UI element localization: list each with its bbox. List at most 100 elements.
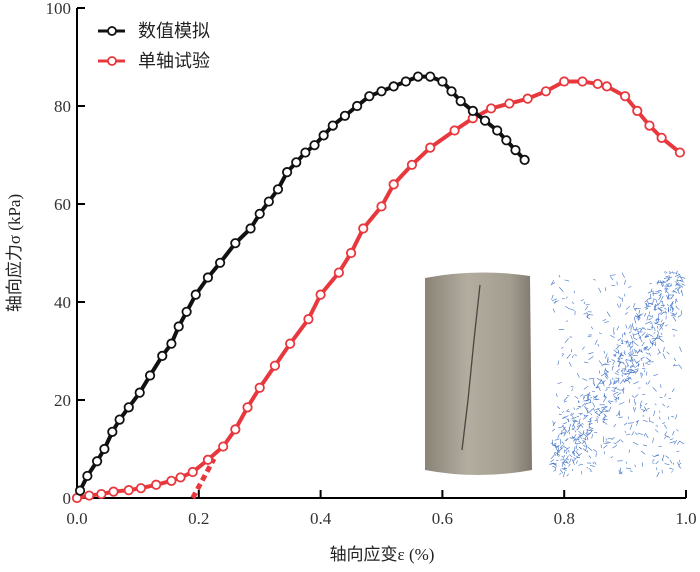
data-point — [318, 130, 329, 141]
fracture-segment — [597, 343, 599, 347]
fracture-segment — [665, 275, 671, 277]
fracture-segment — [564, 438, 569, 441]
fracture-segment — [571, 417, 577, 420]
fracture-segment — [613, 379, 616, 385]
fracture-segment — [588, 352, 594, 355]
fracture-segment — [607, 356, 609, 362]
data-point — [96, 488, 107, 500]
fracture-segment — [607, 360, 611, 363]
fracture-segment — [645, 357, 651, 362]
fracture-segment — [641, 408, 646, 412]
fracture-segment — [596, 417, 598, 423]
data-point — [619, 91, 631, 102]
fracture-segment — [659, 290, 662, 292]
y-tick-label: 60 — [54, 195, 71, 214]
fracture-segment — [620, 440, 624, 443]
data-point — [300, 147, 311, 158]
fracture-segment — [605, 388, 608, 392]
data-point — [345, 247, 357, 259]
fracture-segment — [635, 363, 640, 367]
fracture-segment — [628, 352, 630, 355]
fracture-segment — [566, 418, 570, 422]
fracture-segment — [600, 378, 605, 385]
fracture-segment — [585, 408, 589, 413]
fracture-segment — [558, 274, 561, 278]
fracture-segment — [617, 296, 622, 300]
fracture-segment — [564, 338, 569, 343]
fracture-segment — [590, 396, 593, 399]
data-point — [181, 306, 192, 317]
fracture-segment — [664, 431, 668, 436]
fracture-segment — [573, 407, 576, 410]
fracture-segment — [641, 372, 643, 376]
fracture-segment — [634, 314, 637, 318]
fracture-segment — [589, 427, 594, 430]
fracture-segment — [562, 422, 567, 425]
fracture-segment — [565, 455, 569, 460]
fracture-segment — [638, 315, 640, 321]
data-point — [175, 472, 186, 483]
legend-marker-test — [107, 56, 117, 66]
fracture-segment — [575, 460, 578, 464]
fracture-segment — [615, 379, 619, 384]
legend-marker-simulation — [107, 26, 117, 36]
fracture-segment — [680, 310, 683, 315]
fracture-segment — [629, 365, 635, 369]
fracture-segment — [584, 435, 588, 438]
fracture-segment — [642, 409, 646, 413]
fracture-segment — [575, 444, 578, 450]
fracture-segment — [632, 303, 636, 308]
fracture-pattern-image — [549, 270, 686, 478]
fracture-segment — [664, 463, 670, 466]
fracture-segment — [644, 300, 648, 303]
fracture-segment — [588, 422, 593, 426]
x-tick-label: 0.2 — [188, 509, 209, 528]
fracture-segment — [666, 284, 670, 288]
fracture-segment — [645, 403, 648, 405]
fracture-segment — [646, 305, 651, 308]
fracture-segment — [552, 420, 554, 425]
fracture-segment — [662, 454, 665, 461]
fracture-segment — [652, 298, 657, 300]
fracture-segment — [617, 357, 621, 361]
fracture-segment — [662, 422, 666, 425]
fracture-segment — [616, 439, 621, 443]
fracture-segment — [658, 416, 661, 420]
fracture-segment — [607, 400, 612, 405]
fracture-segment — [669, 441, 675, 444]
fracture-segment — [620, 388, 625, 391]
fracture-segment — [551, 282, 556, 285]
fracture-segment — [643, 346, 649, 351]
fracture-segment — [675, 429, 679, 432]
fracture-segment — [561, 467, 567, 471]
fracture-segment — [561, 354, 564, 357]
fracture-segment — [578, 430, 582, 435]
data-point — [358, 223, 369, 234]
fracture-segment — [650, 323, 653, 325]
fracture-segment — [613, 442, 617, 445]
fracture-segment — [674, 287, 678, 290]
fracture-segment — [614, 372, 619, 376]
fracture-segment — [565, 451, 568, 454]
fracture-segment — [616, 344, 622, 346]
fracture-segment — [671, 470, 673, 473]
fracture-segment — [656, 333, 659, 339]
fracture-segment — [574, 446, 576, 452]
fracture-segment — [583, 385, 589, 390]
fracture-segment — [566, 473, 569, 477]
data-point — [134, 387, 145, 398]
fracture-segment — [625, 305, 630, 310]
fracture-segment — [597, 415, 599, 418]
fracture-segment — [636, 314, 642, 318]
data-point — [510, 145, 521, 156]
fracture-segment — [579, 394, 584, 397]
fracture-segment — [592, 449, 597, 452]
fracture-segment — [577, 422, 580, 425]
fracture-segment — [579, 418, 581, 424]
fracture-segment — [620, 352, 624, 357]
data-point — [135, 483, 147, 494]
fracture-segment — [593, 398, 600, 401]
fracture-segment — [603, 350, 605, 354]
y-tick-label: 20 — [54, 391, 71, 410]
